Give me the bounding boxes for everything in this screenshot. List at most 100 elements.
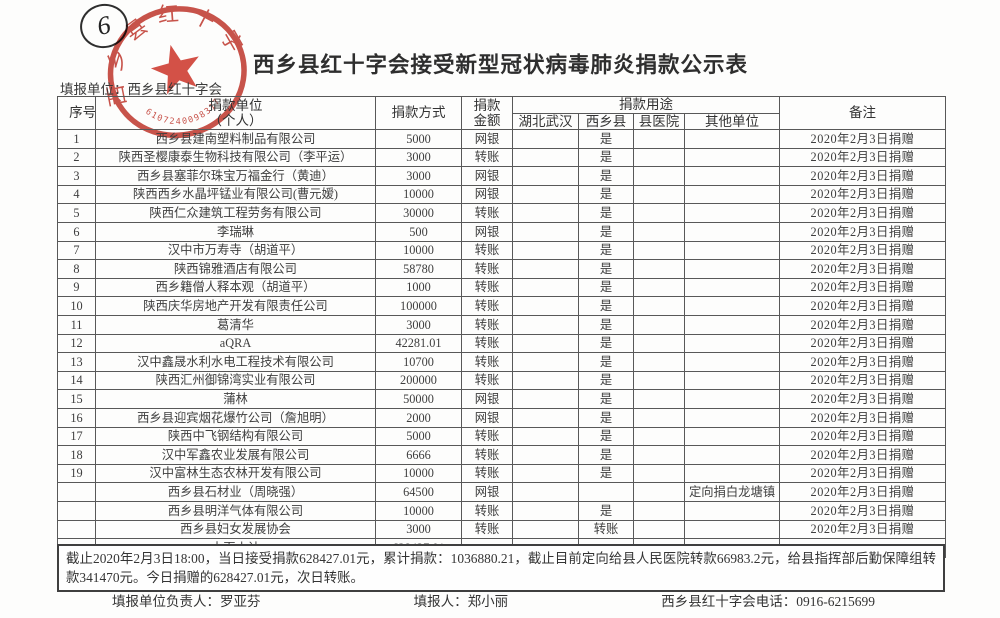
col-header-donor: 捐款单位 （个人）: [95, 95, 376, 131]
cell-amount: 3000: [375, 147, 462, 168]
cell-remark: 2020年2月3日捐赠: [779, 389, 946, 409]
reporting-unit-label: 填报单位：西乡县红十字会: [60, 82, 222, 97]
cell-remark: 2020年2月3日捐赠: [779, 445, 946, 465]
cell-seq: 8: [57, 259, 96, 279]
cell-hubei: [512, 389, 579, 409]
cell-xixiang: 是: [578, 203, 634, 223]
cell-seq: [57, 500, 96, 521]
cell-xixiang: 是: [578, 147, 634, 168]
cell-amount: 3000: [375, 519, 462, 540]
cell-amount: 6666: [375, 445, 462, 465]
col-header-method: 捐款方式: [375, 95, 462, 131]
table-row: 西乡县石材业（周晓强） 64500 网银 定向捐白龙塘镇 2020年2月3日捐赠: [57, 482, 946, 502]
table-row: 3 西乡县塞菲尔珠宝万福金行（黄迪） 3000 网银 是 2020年2月3日捐赠: [57, 166, 946, 186]
cell-hospital: [633, 147, 685, 168]
cell-seq: 6: [57, 222, 96, 242]
cell-seq: 14: [57, 370, 96, 391]
cell-channel: 转账: [461, 463, 513, 484]
cell-channel: 转账: [461, 147, 513, 168]
cell-channel: 网银: [461, 222, 513, 242]
cell-hubei: [512, 147, 579, 168]
cell-channel: 转账: [461, 259, 513, 279]
cell-remark: 2020年2月3日捐赠: [779, 426, 946, 447]
cell-channel: 转账: [461, 500, 513, 521]
preparer-in-charge-label: 填报单位负责人：罗亚芬: [112, 594, 261, 609]
col-header-purpose-group: 捐款用途: [512, 96, 780, 114]
cell-channel: 转账: [461, 240, 513, 261]
cell-channel: 网银: [461, 407, 513, 428]
cell-hospital: [633, 500, 685, 521]
cell-xixiang: 是: [578, 222, 634, 242]
cell-donor: 汉中富林生态农林开发有限公司: [95, 463, 376, 484]
cell-xixiang: 是: [578, 277, 634, 298]
footer: 填报单位负责人：罗亚芬 填报人：郑小丽 西乡县红十字会电话：0916-62156…: [57, 590, 945, 610]
cell-channel: 转账: [461, 333, 513, 354]
cell-other: [684, 370, 780, 391]
col-header-other-unit: 其他单位: [684, 112, 780, 131]
cell-seq: 19: [57, 463, 96, 484]
cell-donor: 汉中市万寿寺（胡道平）: [95, 240, 376, 261]
cell-xixiang: 是: [578, 240, 634, 261]
cell-channel: 转账: [461, 203, 513, 223]
cell-hospital: [633, 463, 685, 484]
cell-amount: 10000: [375, 463, 462, 484]
col-header-donor-line2: （个人）: [208, 113, 263, 129]
cell-hubei: [512, 407, 579, 428]
table-row: 15 蒲林 50000 网银 是 2020年2月3日捐赠: [57, 389, 946, 409]
cell-seq: 5: [57, 203, 96, 223]
cell-xixiang: 是: [578, 166, 634, 186]
table-row: 5 陕西仁众建筑工程劳务有限公司 30000 转账 是 2020年2月3日捐赠: [57, 203, 946, 223]
cell-seq: 15: [57, 389, 96, 409]
cell-other: [684, 463, 780, 484]
cell-seq: 1: [57, 129, 96, 149]
col-header-amount-line1: 捐款: [473, 97, 501, 113]
cell-hubei: [512, 352, 579, 372]
cell-other: [684, 166, 780, 186]
cell-remark: 2020年2月3日捐赠: [779, 147, 946, 168]
table-row: 西乡县妇女发展协会 3000 转账 转账 2020年2月3日捐赠: [57, 519, 946, 540]
table-row: 西乡县明洋气体有限公司 10000 转账 是 2020年2月3日捐赠: [57, 500, 946, 521]
cell-other: [684, 389, 780, 409]
cell-amount: 3000: [375, 314, 462, 335]
cell-other: [684, 203, 780, 223]
cell-donor: 葛清华: [95, 314, 376, 335]
cell-hubei: [512, 426, 579, 447]
table-row: 4 陕西西乡水晶坪锰业有限公司(曹元嫒) 10000 网银 是 2020年2月3日捐赠: [57, 184, 946, 205]
table-row: 13 汉中鑫晟水利水电工程技术有限公司 10700 转账 是 2020年2月3日捐赠: [57, 352, 946, 372]
cell-xixiang: 是: [578, 129, 634, 149]
cell-other: [684, 240, 780, 261]
cell-hospital: [633, 277, 685, 298]
cell-hubei: [512, 314, 579, 335]
cell-other: [684, 277, 780, 298]
cell-donor: 陕西汇州御锦湾实业有限公司: [95, 370, 376, 391]
cell-channel: 网银: [461, 389, 513, 409]
cell-hubei: [512, 129, 579, 149]
cell-amount: 10700: [375, 352, 462, 372]
cell-donor: 西乡籍僧人释本观（胡道平）: [95, 277, 376, 298]
cell-channel: 转账: [461, 352, 513, 372]
cell-donor: 李瑞琳: [95, 222, 376, 242]
cell-amount: 64500: [375, 482, 462, 502]
cell-amount: 50000: [375, 389, 462, 409]
cell-seq: 7: [57, 240, 96, 261]
cell-donor: 西乡县石材业（周晓强）: [95, 482, 376, 502]
cell-seq: 12: [57, 333, 96, 354]
cell-channel: 转账: [461, 426, 513, 447]
cell-donor: 陕西圣樱康泰生物科技有限公司（李平运）: [95, 147, 376, 168]
cell-amount: 42281.01: [375, 333, 462, 354]
cell-donor: 蒲林: [95, 389, 376, 409]
cell-other: [684, 519, 780, 540]
cell-hubei: [512, 370, 579, 391]
summary-note: 截止2020年2月3日18:00，当日接受捐款628427.01元，累计捐款：1…: [57, 544, 945, 593]
cell-amount: 5000: [375, 426, 462, 447]
cell-xixiang: [578, 482, 634, 502]
cell-amount: 1000: [375, 277, 462, 298]
table-header: 序号 捐款单位 （个人） 捐款方式 捐款 金额 捐款用途 备注 湖北武汉 西乡县…: [57, 95, 946, 131]
cell-amount: 100000: [375, 296, 462, 316]
table-row: 1 西乡县建南塑料制品有限公司 5000 网银 是 2020年2月3日捐赠: [57, 129, 946, 149]
cell-xixiang: 是: [578, 352, 634, 372]
cell-donor: 陕西仁众建筑工程劳务有限公司: [95, 203, 376, 223]
cell-channel: 网银: [461, 184, 513, 205]
cell-hospital: [633, 184, 685, 205]
cell-other: [684, 184, 780, 205]
